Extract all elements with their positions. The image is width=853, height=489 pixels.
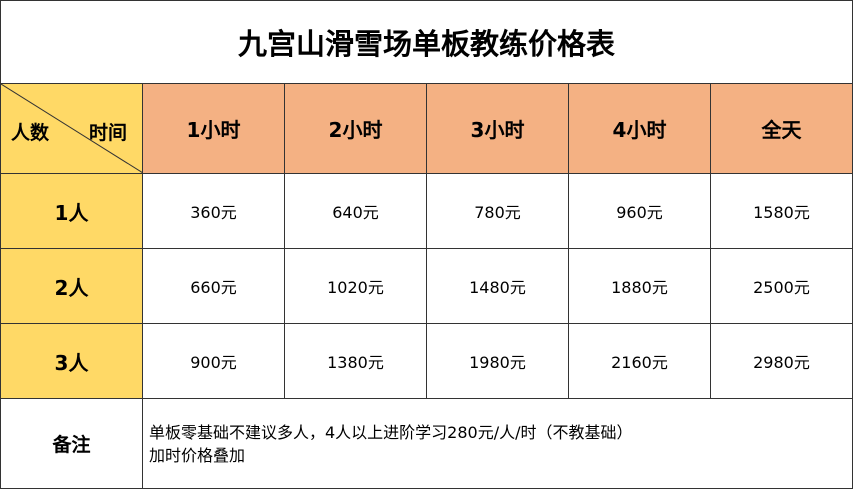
column-header: 4小时 [569,84,711,174]
price-cell: 1980元 [427,324,569,399]
column-header: 1小时 [143,84,285,174]
price-cell: 2500元 [711,249,853,324]
note-text: 加时价格叠加 [149,445,246,465]
note-cell: 单板零基础不建议多人，4人以上进阶学习280元/人/时（不教基础） 加时价格叠加 [143,399,853,489]
corner-row-label: 人数 [11,122,50,144]
price-cell: 960元 [569,174,711,249]
corner-col-label: 时间 [89,122,128,144]
price-cell: 2160元 [569,324,711,399]
corner-cell: 人数 时间 [0,84,143,174]
column-header: 全天 [711,84,853,174]
table-title: 九宫山滑雪场单板教练价格表 [0,0,853,84]
price-cell: 640元 [285,174,427,249]
price-cell: 360元 [143,174,285,249]
note-label: 备注 [0,399,143,489]
price-cell: 1580元 [711,174,853,249]
column-header: 2小时 [285,84,427,174]
price-cell: 1480元 [427,249,569,324]
row-label: 2人 [0,249,143,324]
price-cell: 1880元 [569,249,711,324]
price-cell: 1020元 [285,249,427,324]
price-cell: 660元 [143,249,285,324]
note-lines: 单板零基础不建议多人，4人以上进阶学习280元/人/时（不教基础） 加时价格叠加 [149,421,633,467]
column-header: 3小时 [427,84,569,174]
price-cell: 2980元 [711,324,853,399]
row-label: 1人 [0,174,143,249]
price-cell: 1380元 [285,324,427,399]
price-cell: 780元 [427,174,569,249]
note-text: 单板零基础不建议多人，4人以上进阶学习280元/人/时（不教基础） [149,422,633,442]
diagonal [1,84,143,173]
price-cell: 900元 [143,324,285,399]
row-label: 3人 [0,324,143,399]
